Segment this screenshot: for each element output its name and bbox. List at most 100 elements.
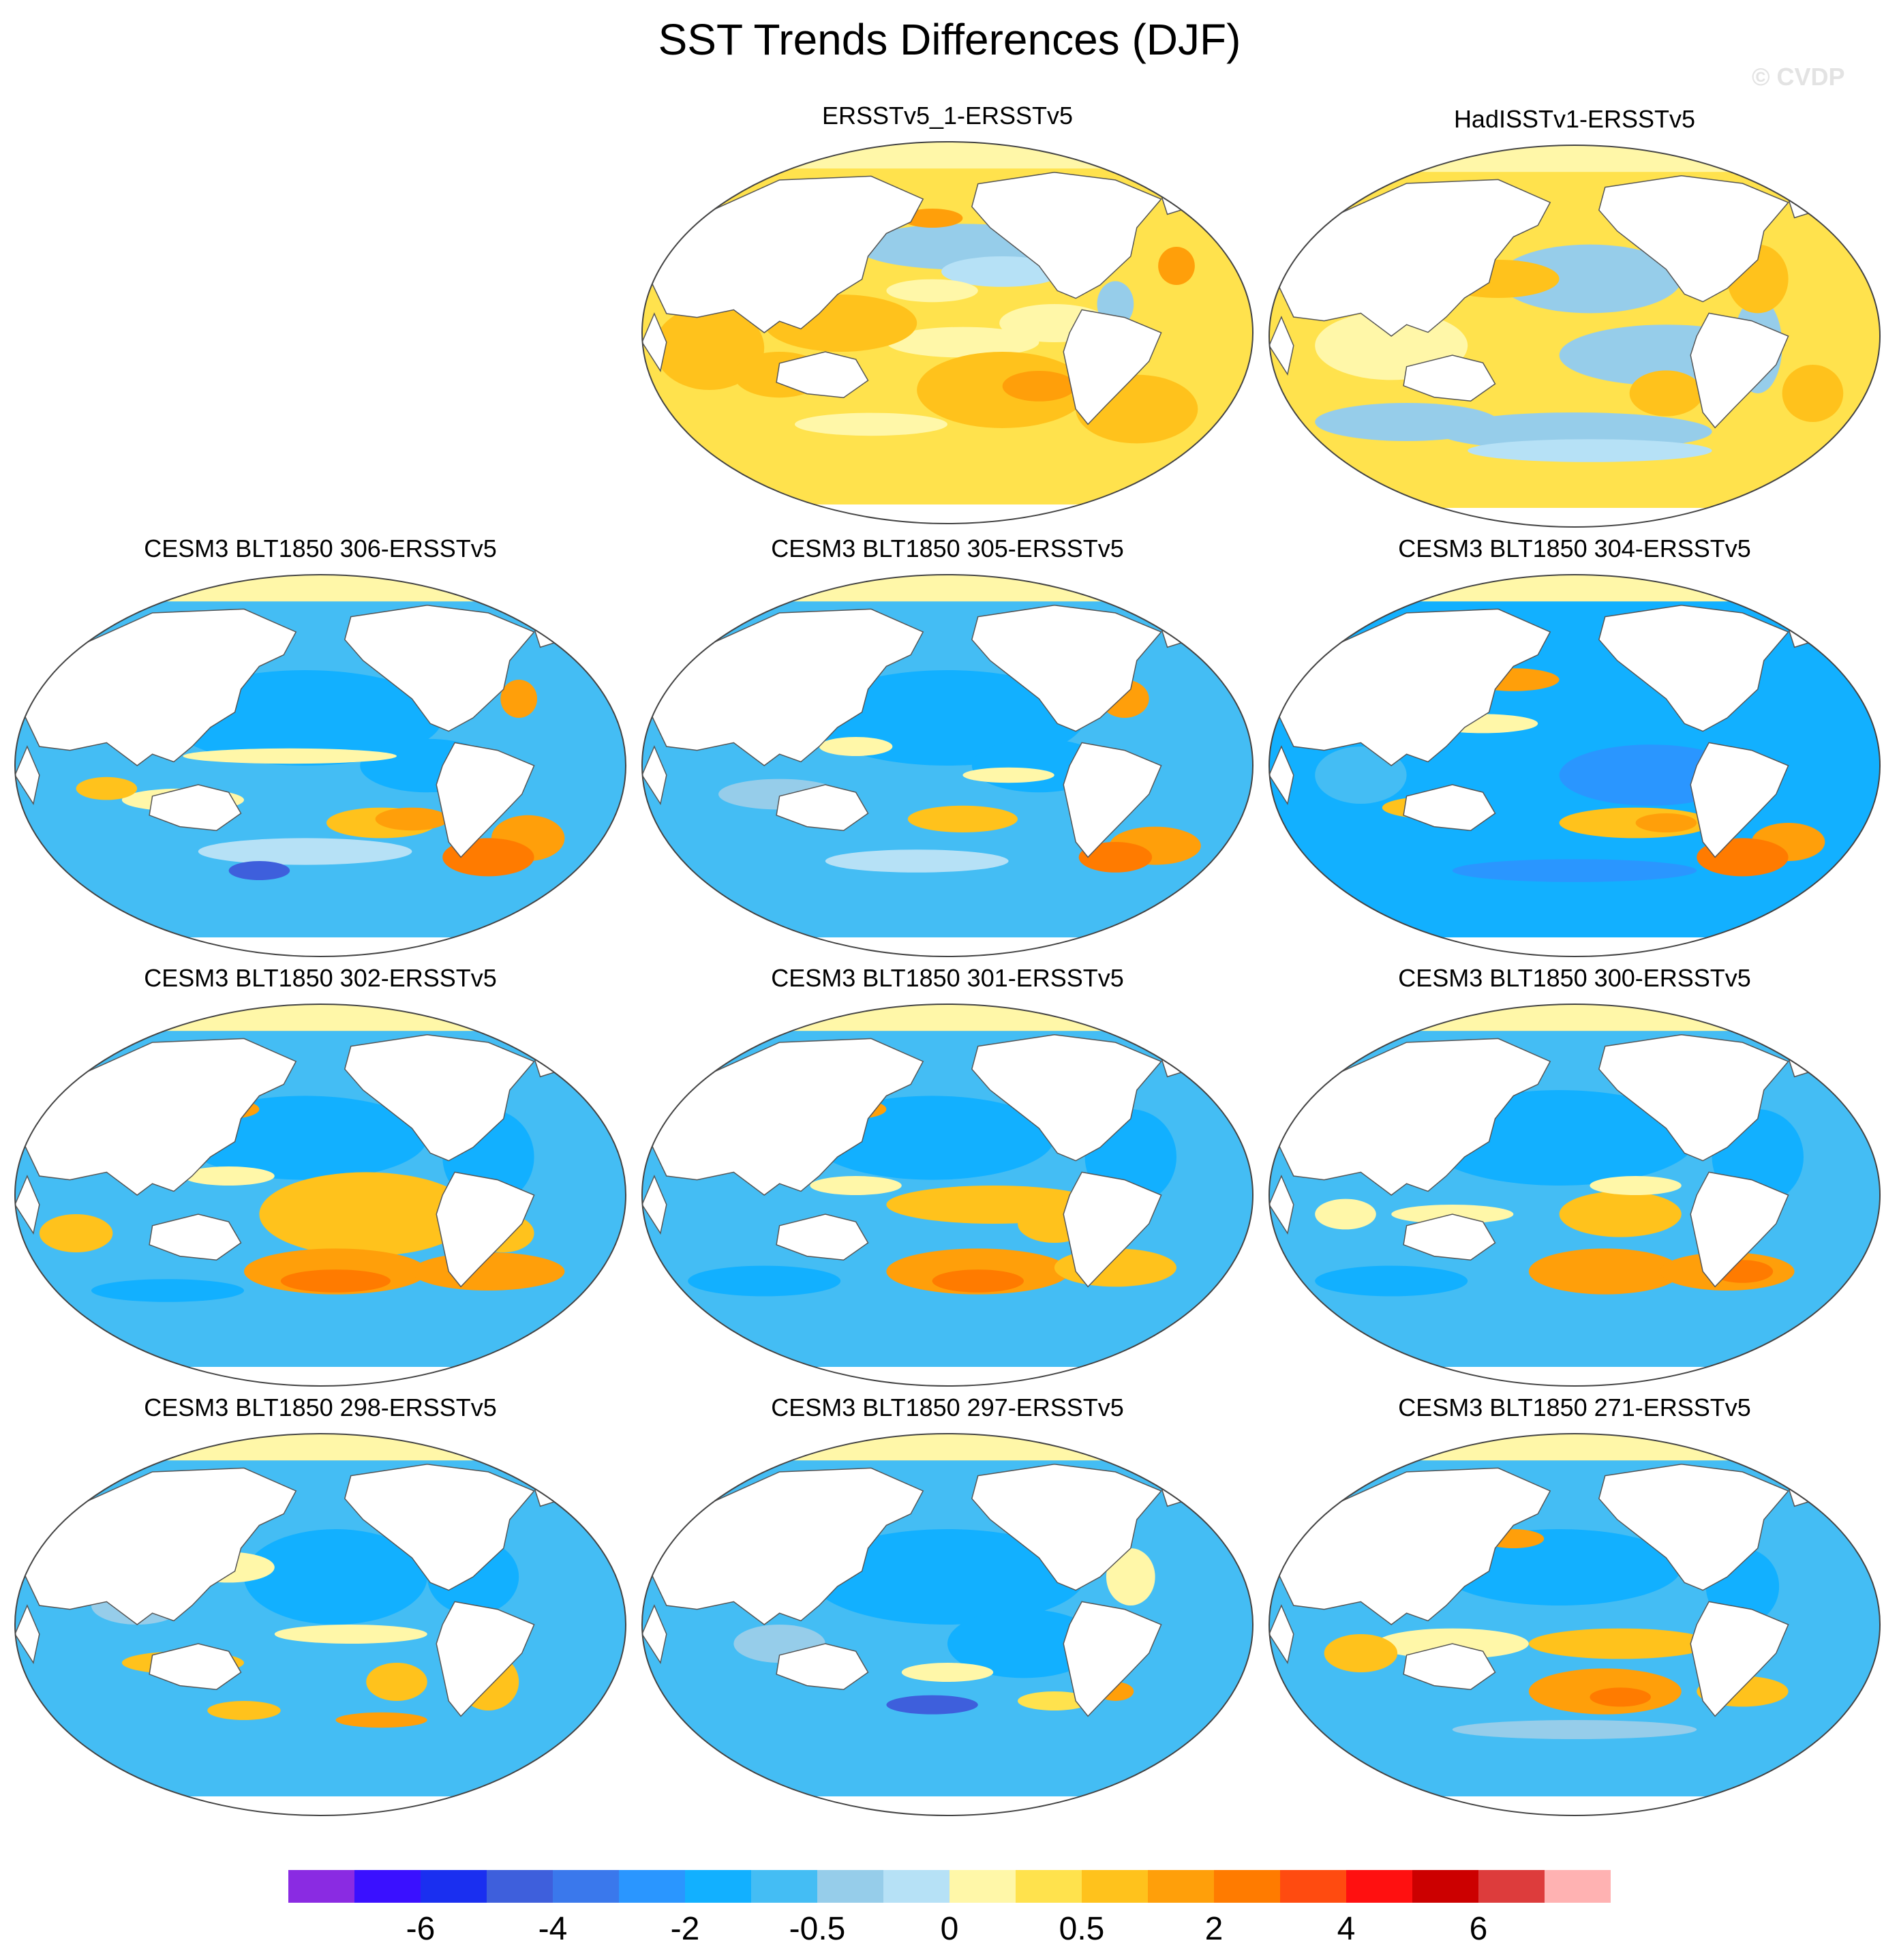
arctic-region: [1269, 145, 1880, 172]
colorbar-swatch: [487, 1870, 553, 1903]
sst-anomaly-region: [375, 807, 449, 831]
panel-title: CESM3 BLT1850 305-ERSSTv5: [771, 534, 1124, 562]
sst-anomaly-region: [366, 1663, 427, 1701]
land-mass: [1598, 1464, 1789, 1591]
colorbar-swatch: [619, 1870, 686, 1903]
arctic-region: [1269, 575, 1880, 602]
sst-anomaly-region: [1559, 1191, 1682, 1237]
colorbar-swatch: [751, 1870, 818, 1903]
sst-anomaly-region: [1106, 1548, 1155, 1605]
sst-anomaly-region: [1315, 1198, 1376, 1230]
map-panel-304: CESM3 BLT1850 304-ERSSTv5: [1264, 534, 1885, 963]
colorbar-swatch: [1148, 1870, 1215, 1903]
map-panel-305: CESM3 BLT1850 305-ERSSTv5: [637, 534, 1258, 963]
colorbar-swatch: [1545, 1870, 1611, 1903]
panel-title: CESM3 BLT1850 298-ERSSTv5: [144, 1393, 497, 1421]
sst-anomaly-region: [1782, 365, 1844, 422]
land-mass: [1275, 1038, 1551, 1196]
colorbar-swatch: [950, 1870, 1016, 1903]
panel-title: CESM3 BLT1850 306-ERSSTv5: [144, 534, 497, 562]
map-outline: [641, 141, 1254, 524]
sst-field: [1269, 1434, 1880, 1815]
land-mass: [1269, 1604, 1294, 1664]
land-mass: [642, 1175, 667, 1235]
colorbar-tick-label: 0.5: [1059, 1911, 1105, 1947]
map-304: [1268, 574, 1881, 957]
colorbar-swatch: [1016, 1870, 1082, 1903]
land-mass: [1063, 1171, 1162, 1288]
sst-anomaly-region: [947, 1609, 1100, 1678]
land-mass: [971, 605, 1162, 732]
sst-anomaly-region: [1324, 1634, 1398, 1672]
land-mass: [1275, 179, 1551, 337]
sst-base-field: [1269, 1004, 1880, 1386]
colorbar-tick-label: -4: [538, 1911, 568, 1947]
panel-title: ERSSTv5_1-ERSSTv5: [821, 102, 1074, 130]
colorbar-swatch: [288, 1870, 355, 1903]
land-mass: [344, 1464, 535, 1591]
panel-title: CESM3 BLT1850 297-ERSSTv5: [771, 1393, 1124, 1421]
colorbar-swatch: [883, 1870, 950, 1903]
land-mass: [1269, 316, 1294, 376]
colorbar-swatch: [354, 1870, 421, 1903]
sst-anomaly-region: [886, 1695, 978, 1715]
land-mass: [971, 172, 1162, 299]
arctic-region: [642, 575, 1253, 602]
land-mass: [1403, 1643, 1496, 1690]
arctic-region: [642, 1434, 1253, 1461]
land-mass: [776, 784, 869, 831]
map-302: [14, 1004, 626, 1387]
map-panel-hadisstv1: HadISSTv1-ERSSTv5: [1264, 104, 1885, 534]
map-305: [641, 574, 1254, 957]
sst-anomaly-region: [688, 1265, 841, 1297]
land-mass: [149, 1643, 242, 1690]
land-mass: [1275, 1467, 1551, 1625]
land-mass: [1598, 175, 1789, 303]
sst-anomaly-region: [932, 1269, 1024, 1293]
map-300: [1268, 1004, 1881, 1387]
colorbar-tick-label: -6: [406, 1911, 436, 1947]
map-301: [641, 1004, 1254, 1387]
sst-anomaly-region: [500, 680, 538, 718]
map-306: [14, 574, 626, 957]
sst-anomaly-region: [1629, 370, 1703, 417]
arctic-region: [15, 1004, 626, 1031]
land-mass: [436, 1171, 535, 1288]
map-panel-297: CESM3 BLT1850 297-ERSSTv5: [637, 1393, 1258, 1822]
sst-anomaly-region: [1002, 371, 1076, 402]
map-panel-301: CESM3 BLT1850 301-ERSSTv5: [637, 963, 1258, 1393]
colorbar-tick-label: 4: [1337, 1911, 1356, 1947]
arctic-region: [1269, 1004, 1880, 1031]
map-hadisstv1: [1268, 145, 1881, 528]
sst-field: [1269, 145, 1880, 527]
map-outline: [1268, 1433, 1881, 1816]
land-mass: [149, 1213, 242, 1261]
map-panel-ersstv5-1: ERSSTv5_1-ERSSTv5: [637, 101, 1258, 530]
sst-anomaly-region: [259, 1172, 473, 1256]
land-mass: [344, 1034, 535, 1162]
sst-anomaly-region: [962, 767, 1054, 783]
sst-anomaly-region: [183, 748, 397, 764]
arctic-region: [15, 575, 626, 602]
sst-anomaly-region: [1452, 859, 1697, 882]
sst-anomaly-region: [810, 1529, 1085, 1625]
sst-anomaly-region: [274, 1625, 427, 1644]
sst-anomaly-region: [1590, 1687, 1651, 1707]
sst-anomaly-region: [39, 1214, 113, 1252]
sst-anomaly-region: [1528, 1248, 1682, 1295]
colorbar-swatch: [421, 1870, 487, 1903]
map-outline: [1268, 574, 1881, 957]
sst-anomaly-region: [335, 1712, 427, 1728]
colorbar-tick-label: 2: [1204, 1911, 1224, 1947]
land-mass: [1403, 355, 1496, 402]
map-panel-306: CESM3 BLT1850 306-ERSSTv5: [10, 534, 631, 963]
sst-anomaly-region: [825, 849, 1009, 873]
sst-anomaly-region: [1528, 1628, 1712, 1659]
land-mass: [15, 745, 40, 805]
land-mass: [776, 1643, 869, 1690]
land-mass: [15, 1604, 40, 1664]
figure-title: SST Trends Differences (DJF): [658, 15, 1241, 64]
colorbar-tick-label: -2: [670, 1911, 700, 1947]
sst-anomaly-region: [886, 327, 1039, 358]
land-mass: [344, 605, 535, 732]
